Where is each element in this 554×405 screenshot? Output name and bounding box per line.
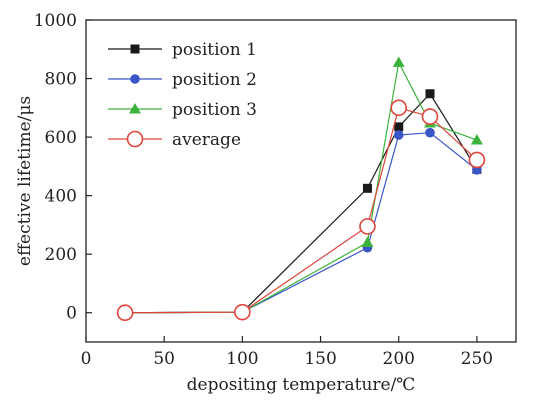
data-point (468, 151, 486, 169)
y-tick-label: 0 (66, 304, 77, 324)
y-tick-label: 800 (45, 70, 77, 90)
y-tick-label: 1000 (34, 11, 77, 31)
data-point (362, 183, 372, 193)
legend-marker (126, 130, 144, 148)
data-point (234, 303, 251, 321)
axes: 0 50 100 150 200 250 0 200 400 600 800 1000 (34, 11, 517, 369)
data-point (116, 304, 134, 322)
y-tick-label: 400 (45, 187, 77, 207)
data-point (470, 134, 483, 145)
x-tick-label: 50 (153, 349, 175, 369)
legend-label: position 2 (172, 70, 257, 90)
data-point (425, 127, 435, 138)
legend-entry: position 3 (108, 100, 257, 120)
series-layer (116, 56, 486, 322)
legend-label: average (172, 130, 241, 150)
y-tick-label: 600 (45, 128, 77, 148)
y-tick-label: 200 (45, 245, 77, 265)
series-4 (116, 99, 486, 322)
legend-label: position 1 (172, 40, 257, 60)
legend-label: position 3 (172, 100, 257, 120)
legend-marker (130, 44, 140, 54)
data-point (390, 99, 408, 117)
data-point (425, 89, 435, 99)
x-tick-label: 250 (461, 349, 493, 369)
data-point (361, 236, 374, 247)
legend-entry: average (108, 130, 241, 150)
series-line (125, 132, 478, 314)
x-tick-label: 100 (226, 349, 258, 369)
data-point (421, 108, 439, 125)
data-point (359, 218, 376, 235)
y-axis-title: effective lifetime/μs (15, 96, 35, 266)
legend-entry: position 2 (108, 70, 257, 90)
data-point (393, 130, 404, 140)
data-point (394, 122, 404, 132)
legend: position 1 position 2 position 3 average (108, 40, 257, 150)
x-tick-label: 200 (383, 349, 415, 369)
legend-marker (130, 74, 140, 84)
data-point (392, 56, 405, 67)
legend-marker (129, 103, 141, 114)
x-tick-label: 0 (81, 349, 92, 369)
x-tick-label: 150 (304, 349, 336, 369)
legend-entry: position 1 (108, 40, 257, 60)
x-axis-title: depositing temperature/℃ (187, 375, 416, 395)
series-2 (120, 127, 482, 318)
plot-frame (85, 19, 517, 343)
series-line (125, 107, 478, 314)
